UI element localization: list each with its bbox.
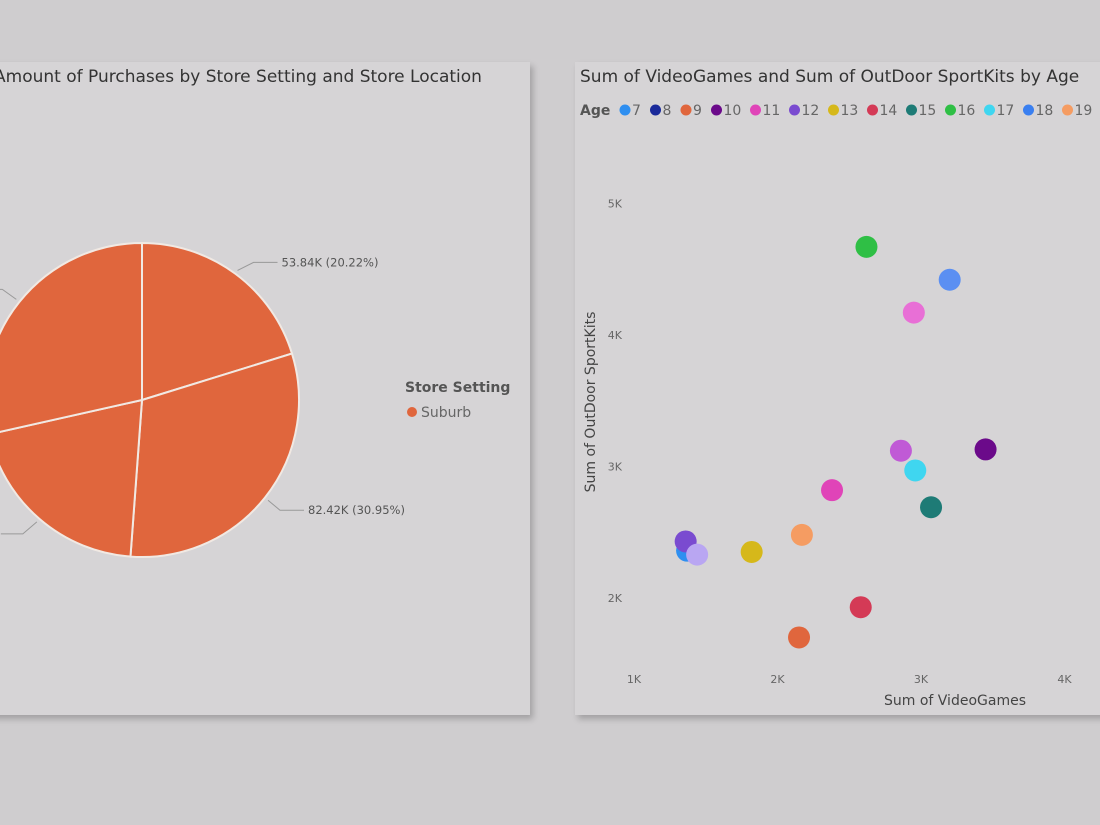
x-tick-label: 4K	[1057, 673, 1072, 686]
age-legend-item-19[interactable]: 19	[1075, 103, 1093, 119]
pie-slice-4[interactable]	[0, 241, 143, 434]
age-legend-swatch-15	[906, 104, 917, 116]
x-tick-label: 1K	[627, 673, 642, 686]
pie-legend-swatch	[407, 407, 417, 417]
scatter-point-7[interactable]	[849, 596, 872, 619]
age-legend-item-15[interactable]: 15	[919, 103, 937, 119]
pie-chart[interactable]: 53.84K (20.22%)82.42K (30.95%)8%)1.45%)S…	[0, 62, 530, 715]
age-legend-item-8[interactable]: 8	[663, 103, 672, 119]
age-legend-item-10[interactable]: 10	[724, 103, 742, 119]
age-legend-item-16[interactable]: 16	[958, 103, 976, 119]
age-legend-swatch-17	[984, 104, 995, 116]
pie-leader-line-1	[237, 261, 278, 271]
pie-slice-2[interactable]	[129, 352, 300, 558]
scatter-point-3[interactable]	[974, 438, 997, 461]
scatter-point-8[interactable]	[920, 496, 943, 519]
age-legend-swatch-10	[711, 104, 722, 116]
pie-leader-line-3	[0, 521, 38, 535]
scatter-point-13[interactable]	[902, 301, 925, 324]
scatter-point-10[interactable]	[904, 459, 927, 482]
age-legend-item-18[interactable]: 18	[1036, 103, 1054, 119]
pie-data-label-2: 82.42K (30.95%)	[308, 503, 405, 517]
y-tick-label: 5K	[608, 198, 623, 211]
scatter-point-9[interactable]	[855, 235, 878, 258]
age-legend-item-13[interactable]: 13	[841, 103, 859, 119]
x-tick-label: 3K	[914, 673, 929, 686]
pie-slice-1[interactable]	[141, 241, 294, 402]
age-legend-item-11[interactable]: 11	[763, 103, 781, 119]
pie-leader-line-2	[267, 499, 305, 511]
scatter-point-4[interactable]	[821, 479, 844, 502]
scatter-point-6[interactable]	[740, 540, 763, 563]
age-legend-item-7[interactable]: 7	[632, 103, 641, 119]
x-axis-label: Sum of VideoGames	[884, 693, 1026, 709]
scatter-chart[interactable]: Age 7 8 9 10 11 12 13 14 15 16 17 18 19 2K 3K 4K 5K 1K 2K 3K…	[575, 62, 1100, 715]
scatter-chart-card[interactable]: Sum of VideoGames and Sum of OutDoor Spo…	[575, 62, 1100, 715]
y-tick-label: 3K	[608, 461, 623, 474]
pie-slice-3[interactable]	[0, 398, 144, 558]
pie-legend-item-suburb[interactable]: Suburb	[421, 405, 471, 421]
age-legend-item-12[interactable]: 12	[802, 103, 820, 119]
age-legend-swatch-12	[789, 104, 800, 116]
age-legend-swatch-18	[1023, 104, 1034, 116]
age-legend-swatch-7	[619, 104, 631, 116]
y-tick-label: 2K	[608, 592, 623, 605]
age-legend-item-14[interactable]: 14	[880, 103, 898, 119]
scatter-point-15[interactable]	[686, 543, 709, 566]
age-legend-swatch-16	[945, 104, 956, 116]
age-legend-title: Age	[580, 103, 610, 119]
age-legend-item-17[interactable]: 17	[997, 103, 1015, 119]
x-tick-label: 2K	[770, 673, 785, 686]
pie-leader-line-4	[0, 288, 17, 300]
age-legend-swatch-13	[828, 104, 839, 116]
scatter-point-14[interactable]	[889, 439, 912, 462]
age-legend-item-9[interactable]: 9	[693, 103, 702, 119]
y-tick-label: 4K	[608, 329, 623, 342]
age-legend-swatch-8	[650, 104, 661, 116]
pie-chart-title: Amount of Purchases by Store Setting and…	[0, 67, 482, 87]
scatter-point-2[interactable]	[788, 626, 811, 649]
pie-data-label-1: 53.84K (20.22%)	[282, 255, 379, 269]
pie-chart-card[interactable]: Amount of Purchases by Store Setting and…	[0, 62, 530, 715]
age-legend-swatch-9	[680, 104, 692, 116]
scatter-point-12[interactable]	[790, 523, 813, 546]
age-legend-swatch-19	[1062, 104, 1073, 116]
scatter-chart-title: Sum of VideoGames and Sum of OutDoor Spo…	[580, 67, 1080, 87]
age-legend-swatch-11	[750, 104, 761, 116]
age-legend-swatch-14	[867, 104, 878, 116]
y-axis-label: Sum of OutDoor SportKits	[583, 312, 599, 493]
scatter-point-11[interactable]	[938, 268, 961, 291]
pie-legend-title: Store Setting	[405, 380, 510, 396]
